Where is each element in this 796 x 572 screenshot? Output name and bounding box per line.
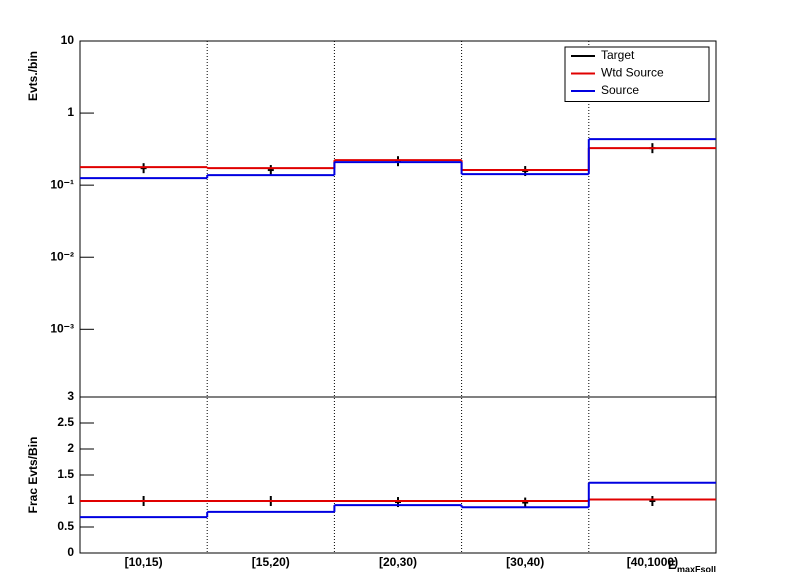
- y-tick-label: 0: [67, 545, 74, 559]
- y-tick-label: 1: [67, 105, 74, 119]
- y-tick-label: 10⁻²: [50, 249, 74, 263]
- data-point: [522, 497, 529, 508]
- y-tick-label: 2: [67, 441, 74, 455]
- x-tick-label: [10,15): [125, 555, 163, 569]
- x-axis-label: E: [668, 558, 676, 572]
- data-point: [267, 165, 274, 176]
- y-tick-label: 2.5: [57, 415, 74, 429]
- x-tick-label: [15,20): [252, 555, 290, 569]
- legend-label: Wtd Source: [601, 66, 664, 80]
- y-tick-label: 0.5: [57, 519, 74, 533]
- y-tick-label: 10: [61, 33, 75, 47]
- legend-label: Source: [601, 83, 639, 97]
- y-axis-label: Evts./bin: [26, 51, 40, 101]
- x-tick-label: [30,40): [506, 555, 544, 569]
- x-tick-label: [40,1000): [627, 555, 678, 569]
- x-axis-label-sub: maxFsoll: [677, 564, 716, 572]
- x-tick-label: [20,30): [379, 555, 417, 569]
- y-tick-label: 1: [67, 493, 74, 507]
- y-axis-label: Frac Evts/Bin: [26, 437, 40, 514]
- data-point: [140, 163, 147, 174]
- y-tick-label: 1.5: [57, 467, 74, 481]
- y-tick-label: 10⁻³: [50, 321, 74, 335]
- y-tick-label: 10⁻¹: [50, 177, 74, 191]
- data-point: [649, 496, 656, 506]
- legend-label: Target: [601, 48, 635, 62]
- y-tick-label: 3: [67, 389, 74, 403]
